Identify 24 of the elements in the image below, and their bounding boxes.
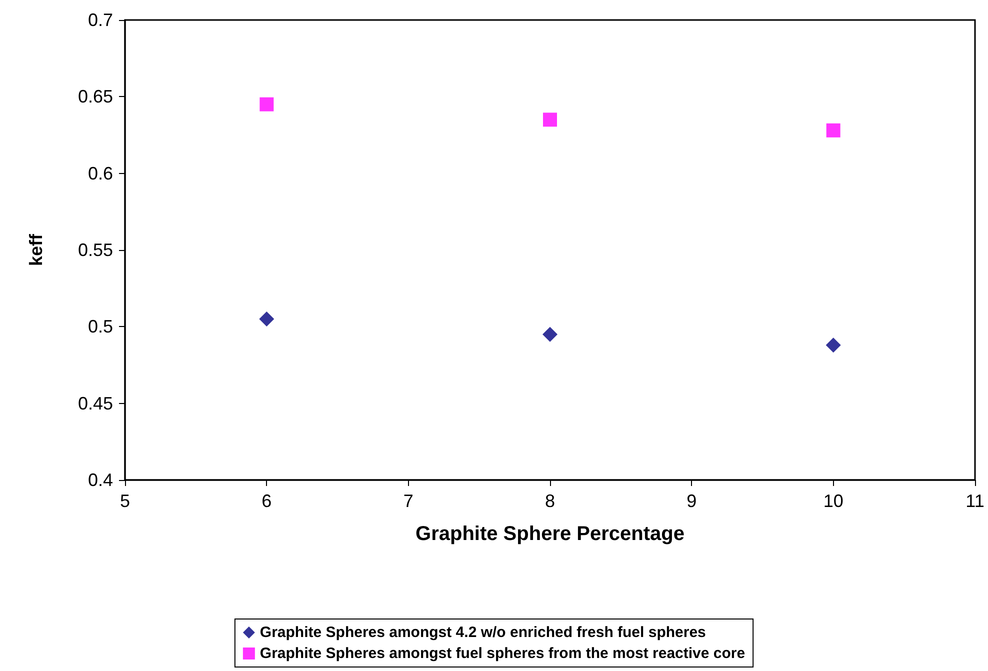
y-tick-label: 0.4 [88, 470, 113, 490]
x-tick-label: 9 [686, 491, 697, 511]
x-axis-title: Graphite Sphere Percentage [416, 523, 684, 545]
y-tick-label: 0.55 [78, 240, 113, 260]
x-tick-label: 11 [966, 491, 984, 511]
y-tick-label: 0.5 [88, 316, 113, 337]
point [260, 97, 274, 112]
legend-label: Graphite Spheres amongst 4.2 w/o enriched fresh fuel spheres [260, 624, 706, 641]
point [826, 338, 841, 353]
legend-label: Graphite Spheres amongst fuel spheres from the most reactive core [260, 645, 746, 662]
point [543, 112, 557, 127]
x-tick-label: 6 [262, 491, 272, 511]
y-tick-label: 0.7 [88, 10, 113, 30]
y-axis-title: keff [26, 232, 46, 266]
point [542, 326, 558, 342]
x-tick-label: 5 [120, 491, 130, 511]
x-tick-label: 8 [544, 491, 556, 511]
y-tick-label: 0.65 [78, 86, 113, 107]
x-tick-label: 10 [823, 491, 844, 511]
point [826, 123, 840, 138]
point [259, 312, 274, 326]
x-tick-label: 7 [403, 491, 414, 511]
y-tick-label: 0.45 [78, 393, 113, 414]
y-tick-label: 0.6 [88, 163, 113, 184]
